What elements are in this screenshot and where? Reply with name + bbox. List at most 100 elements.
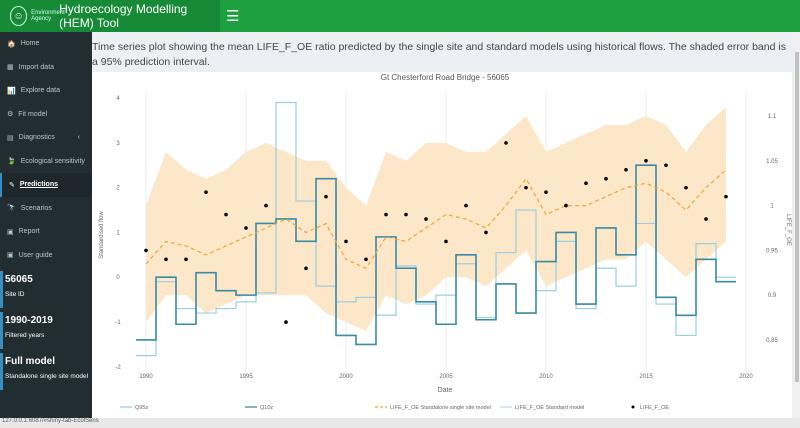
sidebar-item-home[interactable]: 🏠 Home — [0, 32, 92, 56]
sidebar-item-label: Diagnostics — [18, 134, 55, 142]
observed-point — [264, 203, 268, 208]
nav-icon: 🍃 — [7, 158, 16, 166]
x-tick-label: 2020 — [739, 374, 753, 380]
nav-icon: ▣ — [7, 252, 14, 260]
info-box: Full model Standalone single site model — [0, 353, 92, 390]
x-axis-title: Date — [438, 387, 453, 394]
y-tick-label: -2 — [115, 365, 121, 371]
x-tick-label: 1995 — [239, 374, 253, 380]
legend-label: Q10z — [260, 405, 273, 411]
nav-icon: ✎ — [9, 181, 15, 189]
observed-point — [424, 217, 428, 221]
observed-point — [184, 257, 188, 262]
observed-point — [324, 194, 328, 199]
sidebar-item-report[interactable]: ▣ Report — [0, 220, 92, 244]
plot-description: Time series plot showing the mean LIFE_F… — [92, 41, 786, 68]
observed-point — [244, 226, 248, 230]
info-value: 1990-2019 — [5, 315, 53, 326]
hamburger-icon[interactable]: ☰ — [226, 8, 240, 25]
app-logo[interactable]: ☺ Environment Agency Hydroecology Modell… — [0, 0, 220, 32]
sidebar-item-diagnostics[interactable]: ▤ Diagnostics ‹ — [0, 126, 92, 150]
q95z-line — [136, 101, 736, 357]
observed-point — [664, 163, 668, 168]
y2-tick-label: 0.85 — [766, 338, 778, 344]
nav-icon: 🏠 — [7, 40, 16, 48]
sidebar-item-user-guide[interactable]: ▣ User guide — [0, 244, 92, 268]
chevron-left-icon[interactable]: ‹ — [77, 134, 80, 142]
observed-point — [724, 194, 728, 199]
sidebar-item-label: User guide — [18, 251, 53, 259]
observed-point — [544, 190, 548, 194]
y2-tick-label: 1 — [770, 204, 774, 210]
y2-tick-label: 1.1 — [768, 114, 777, 120]
time-series-chart: 1990 1995 2000 2005 2010 2015 2020 -2 -1 0 1 2 3 4 0.8… — [92, 72, 792, 418]
observed-point — [224, 212, 228, 217]
y-tick-label: 4 — [116, 96, 120, 102]
nav-icon: ▦ — [7, 64, 14, 72]
top-header: ☺ Environment Agency Hydroecology Modell… — [0, 0, 800, 32]
observed-point — [604, 176, 608, 181]
sidebar-item-explore-data[interactable]: 📊 Explore data — [0, 79, 92, 103]
scrollbar-thumb[interactable] — [795, 52, 799, 382]
info-label: Site ID — [5, 291, 25, 298]
sidebar-item-label: Fit model — [18, 110, 48, 118]
x-tick-label: 2000 — [339, 374, 353, 380]
sidebar-item-label: Report — [18, 228, 40, 236]
chart-title: Gt Chesterford Road Bridge - 56065 — [381, 73, 510, 82]
observed-point — [204, 190, 208, 194]
sidebar-item-import-data[interactable]: ▦ Import data — [0, 56, 92, 80]
logo-text: Environment Agency — [31, 10, 65, 22]
observed-point — [344, 239, 348, 244]
x-tick-label: 2010 — [539, 374, 553, 380]
sidebar-item-label: Ecological sensitivity — [20, 157, 85, 165]
sidebar-item-ecological-sensitivity[interactable]: 🍃 Ecological sensitivity — [0, 150, 92, 174]
q10z-line — [136, 164, 736, 346]
legend-marker — [631, 405, 635, 409]
observed-point — [144, 248, 148, 253]
standalone-model-line — [145, 169, 727, 270]
y-tick-label: 0 — [116, 275, 120, 281]
info-label: Filtered years — [5, 332, 45, 339]
scrollbar[interactable] — [794, 32, 800, 418]
sidebar-item-label: Scenarios — [20, 204, 52, 212]
legend-label: LIFE_F_OE Standard model — [515, 405, 584, 411]
observed-point — [504, 141, 508, 145]
legend-label: LIFE_F_OE Standalone single site model — [390, 405, 491, 411]
y-tick-label: -1 — [115, 320, 121, 326]
observed-point — [704, 217, 708, 221]
sidebar-item-label: Import data — [18, 63, 55, 71]
y2-tick-label: 0.9 — [768, 293, 777, 299]
y-tick-label: 1 — [116, 230, 120, 236]
y2-axis-title: LIFE_F_OE — [785, 214, 791, 246]
environment-agency-logo-icon: ☺ — [10, 6, 28, 26]
status-bar-url: 127.0.0.1:6087/#shiny-tab-EcolSens — [0, 418, 800, 428]
info-box: 1990-2019 Filtered years — [0, 312, 92, 349]
y-tick-label: 3 — [116, 141, 120, 147]
observed-point — [164, 257, 168, 262]
observed-point — [464, 203, 468, 208]
nav-icon: 🔭 — [7, 205, 16, 213]
sidebar: 🏠 Home ▦ Import data 📊 Explore data ⚙ Fit model… — [0, 32, 92, 418]
sidebar-item-predictions[interactable]: ✎ Predictions — [0, 173, 92, 197]
info-value: 56065 — [5, 274, 33, 285]
sidebar-item-label: Explore data — [20, 87, 61, 95]
sidebar-item-fit-model[interactable]: ⚙ Fit model — [0, 103, 92, 127]
observed-point — [284, 320, 288, 324]
info-box: 56065 Site ID — [0, 271, 92, 308]
observed-point — [584, 181, 588, 185]
legend-label: Q95z — [135, 405, 148, 411]
observed-point — [484, 230, 488, 235]
y-tick-label: 2 — [116, 186, 120, 192]
observed-point — [564, 203, 568, 208]
info-label: Standalone single site model — [5, 373, 89, 380]
observed-point — [644, 159, 648, 163]
observed-point — [384, 212, 388, 217]
sidebar-item-scenarios[interactable]: 🔭 Scenarios — [0, 197, 92, 221]
prediction-interval-band — [146, 107, 726, 332]
y2-tick-label: 1.05 — [766, 159, 778, 165]
y2-tick-label: 0.95 — [766, 248, 778, 254]
nav-icon: ▣ — [7, 228, 14, 236]
observed-point — [624, 167, 628, 172]
app-title: Hydroecology Modelling (HEM) Tool — [59, 2, 188, 30]
nav-icon: ⚙ — [7, 111, 14, 119]
